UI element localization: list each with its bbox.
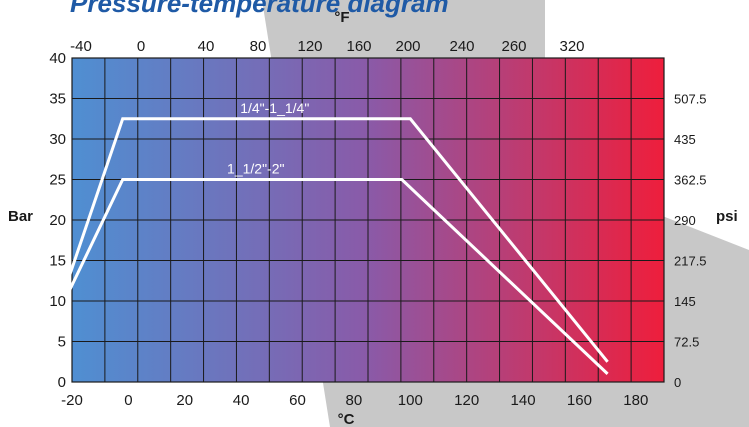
x2-tick-label: 120: [297, 38, 322, 55]
series-label-2: 1_1/2"-2": [227, 161, 284, 177]
x-tick-label: 80: [346, 392, 363, 409]
x2-tick-label: 260: [501, 38, 526, 55]
bottom-axis-title: °C: [338, 411, 355, 427]
series-label-1: 1/4"-1_1/4": [240, 100, 309, 116]
series-group: 1/4"-1_1/4" 1_1/2"-2": [64, 100, 609, 375]
x2-tick-label: 200: [395, 38, 420, 55]
plot-border: [71, 57, 665, 383]
y-tick-label: 5: [58, 334, 66, 351]
top-axis-title: °F: [334, 9, 349, 26]
x2-tick-label: 320: [559, 38, 584, 55]
x-tick-label: 60: [289, 392, 306, 409]
y2-tick-label: 435: [674, 132, 696, 147]
x2-tick-label: -40: [70, 38, 92, 55]
y2-tick-label: 72.5: [674, 335, 699, 350]
y-tick-label: 10: [49, 293, 66, 310]
x-tick-label: 180: [623, 392, 648, 409]
series-line-2: [65, 178, 609, 375]
y2-tick-label: 290: [674, 213, 696, 228]
x2-tick-label: 40: [198, 38, 215, 55]
y2-tick-label: 362.5: [674, 173, 707, 188]
x-tick-label: 140: [511, 392, 536, 409]
page-title: Pressure-temperature diagram: [70, 0, 449, 18]
y2-tick-label: 507.5: [674, 92, 707, 107]
x-tick-label: 40: [233, 392, 250, 409]
x-tick-label: 120: [454, 392, 479, 409]
x2-tick-label: 240: [449, 38, 474, 55]
x-tick-label: 160: [567, 392, 592, 409]
y-tick-label: 20: [49, 212, 66, 229]
x-tick-label: 100: [398, 392, 423, 409]
x-tick-label: 20: [176, 392, 193, 409]
y-tick-label: 35: [49, 91, 66, 108]
x2-tick-label: 160: [346, 38, 371, 55]
left-axis-title: Bar: [8, 208, 33, 225]
x-tick-label: 0: [124, 392, 132, 409]
right-axis-title: psi: [716, 208, 738, 225]
x2-tick-label: 80: [250, 38, 267, 55]
x2-tick-label: 0: [137, 38, 145, 55]
x-tick-label: -20: [61, 392, 83, 409]
y-tick-label: 15: [49, 253, 66, 270]
y2-tick-label: 217.5: [674, 254, 707, 269]
grid: [71, 57, 665, 383]
y2-tick-label: 0: [674, 375, 681, 390]
y2-tick-label: 145: [674, 294, 696, 309]
y-tick-label: 40: [49, 50, 66, 67]
series-line-1: [64, 117, 609, 363]
y-tick-label: 30: [49, 131, 66, 148]
y-tick-label: 25: [49, 172, 66, 189]
y-tick-label: 0: [58, 374, 66, 391]
tick-labels: -20 0 20 40 60 80 100 120 140 160 180-40 0 40 80 120 16…: [49, 38, 706, 409]
